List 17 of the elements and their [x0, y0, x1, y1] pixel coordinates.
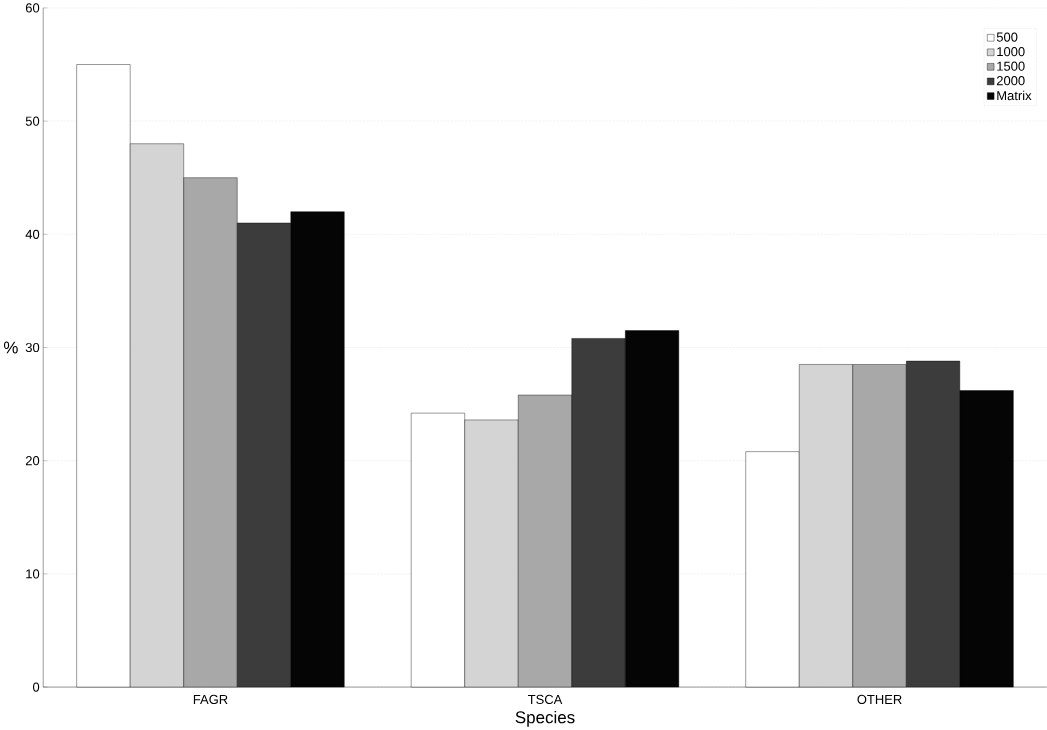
y-axis-title: %: [3, 341, 18, 354]
legend-label: 2000: [996, 76, 1025, 86]
y-tick-label: 40: [25, 229, 40, 239]
y-tick-label: 10: [26, 569, 40, 579]
legend-label: 500: [996, 32, 1018, 42]
y-tick-label: 20: [25, 456, 40, 466]
x-axis-title: Species: [515, 710, 575, 727]
x-tick-label: TSCA: [528, 694, 563, 705]
legend-label: 1000: [997, 47, 1025, 57]
legend-label: Matrix: [997, 90, 1032, 101]
x-tick-label: FAGR: [193, 694, 228, 705]
x-tick-label: OTHER: [857, 694, 902, 705]
y-tick-label: 60: [25, 3, 40, 13]
y-tick-label: 30: [25, 342, 40, 353]
legend-label: 1500: [997, 61, 1025, 71]
y-tick-label: 0: [32, 682, 40, 692]
y-tick-label: 50: [25, 116, 40, 126]
